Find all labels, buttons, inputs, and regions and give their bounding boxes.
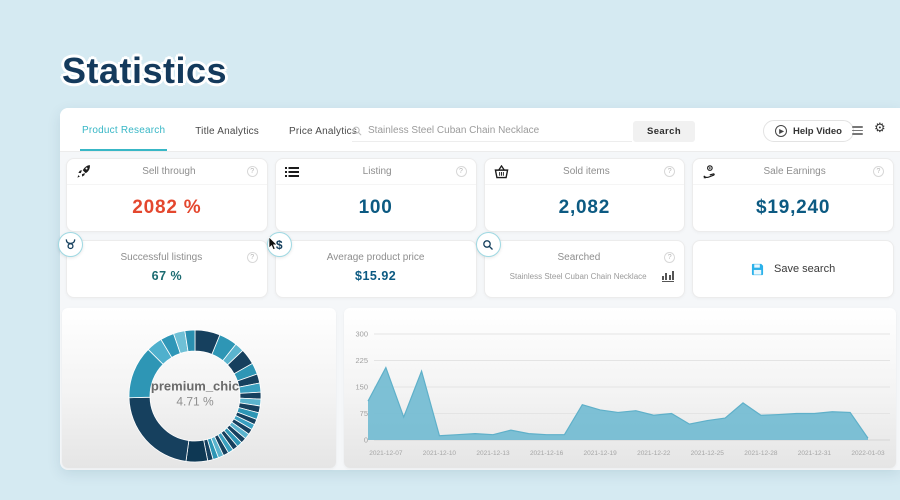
y-axis-label: 75 — [360, 409, 368, 418]
card-title: Sell through — [142, 166, 196, 177]
listing-value: 100 — [358, 197, 393, 218]
donut-segment-value: 4.71 % — [176, 394, 214, 409]
card-title: Listing — [362, 166, 392, 177]
y-axis-label: 150 — [355, 383, 368, 392]
donut-segment[interactable] — [184, 329, 196, 352]
donut-segment-name: premium_chic — [150, 378, 240, 394]
x-axis-label: 2021-12-28 — [744, 450, 778, 457]
card-sell-through: Sell through ? 2082 % — [66, 158, 268, 232]
hand-coin-icon — [703, 164, 715, 178]
card-sale-earnings: Sale Earnings ? $19,240 — [692, 158, 894, 232]
card-title: Sale Earnings — [763, 166, 826, 177]
card-title: Successful listings — [120, 251, 203, 263]
card-title: Sold items — [563, 166, 610, 177]
x-axis-label: 2021-12-07 — [369, 450, 403, 457]
x-axis-label: 2021-12-22 — [637, 450, 671, 457]
help-question-icon[interactable]: ? — [246, 251, 258, 263]
area-series-line — [367, 366, 869, 439]
area-chart[interactable]: 0 75 150 225 300 2021-12-07 2021-12-10 2021-12-… — [344, 308, 896, 468]
successful-listings-value: 67 % — [151, 269, 183, 283]
bar-chart-icon[interactable] — [661, 271, 675, 282]
help-question-icon[interactable]: ? — [455, 166, 467, 177]
magnifier-badge-icon — [475, 232, 501, 257]
help-video-button[interactable]: ▶ Help Video — [763, 120, 854, 142]
menu-icon[interactable] — [852, 126, 863, 137]
save-search-label: Save search — [774, 263, 836, 275]
help-video-label: Help Video — [793, 125, 842, 137]
search-icon — [352, 126, 362, 136]
area-chart-panel: 0 75 150 225 300 2021-12-07 2021-12-10 2021-12-… — [344, 308, 896, 468]
donut-chart[interactable] — [62, 308, 336, 468]
card-average-price: $ Average product price $15.92 — [266, 232, 477, 298]
tab-product-research[interactable]: Product Research — [80, 110, 168, 151]
help-question-icon[interactable]: ? — [873, 166, 884, 177]
rocket-icon — [77, 165, 90, 178]
card-searched: Searched ? Stainless Steel Cuban Chain N… — [475, 232, 686, 298]
floppy-icon — [751, 263, 764, 275]
sale-earnings-value: $19,240 — [755, 197, 831, 218]
donut-center-label: premium_chic 4.71 % — [151, 378, 239, 409]
cursor-icon — [268, 237, 278, 251]
help-question-icon[interactable]: ? — [664, 166, 676, 177]
sold-items-value: 2,082 — [558, 197, 611, 218]
tab-price-analytics[interactable]: Price Analytics — [289, 125, 358, 137]
area-series[interactable] — [368, 367, 868, 440]
stat-cards-grid: Sell through ? 2082 % Listing ? 100 — [58, 158, 894, 298]
searched-term: Stainless Steel Cuban Chain Necklace — [509, 272, 647, 281]
card-sold-items: Sold items ? 2,082 — [483, 158, 686, 232]
search-box — [352, 120, 632, 142]
x-axis-label: 2021-12-13 — [476, 450, 510, 457]
card-successful-listings: Successful listings ? 67 % — [58, 232, 268, 298]
help-question-icon[interactable]: ? — [664, 251, 676, 263]
x-axis-label: 2021-12-10 — [423, 450, 457, 457]
x-axis-label: 2022-01-03 — [851, 450, 885, 457]
card-title: Searched — [557, 251, 601, 263]
list-icon — [284, 166, 299, 177]
page-title: Statistics — [62, 50, 228, 91]
sell-through-value: 2082 % — [132, 197, 202, 218]
donut-segment[interactable] — [185, 439, 209, 463]
tab-title-analytics[interactable]: Title Analytics — [195, 125, 260, 137]
help-question-icon[interactable]: ? — [246, 166, 258, 177]
average-price-value: $15.92 — [355, 269, 397, 283]
dollar-badge-icon: $ — [266, 232, 292, 257]
x-axis-label: 2021-12-16 — [530, 450, 564, 457]
card-title: Average product price — [326, 251, 425, 263]
play-icon: ▶ — [775, 125, 787, 137]
x-axis-label: 2021-12-25 — [691, 450, 725, 457]
y-axis-label: 225 — [355, 356, 368, 365]
gear-icon[interactable]: ⚙ — [874, 121, 886, 136]
y-axis-label: 0 — [364, 436, 368, 445]
donut-chart-panel: premium_chic 4.71 % — [62, 308, 336, 468]
dashboard-panel: Product Research Title Analytics Price A… — [58, 108, 900, 470]
tab-bar: Product Research Title Analytics Price A… — [80, 108, 359, 152]
basket-icon — [494, 164, 508, 178]
search-button[interactable]: Search — [633, 121, 695, 142]
y-axis-label: 300 — [355, 330, 368, 339]
save-search-button[interactable]: Save search — [692, 240, 894, 298]
card-listing: Listing ? 100 — [274, 158, 477, 232]
toolbar: Product Research Title Analytics Price A… — [60, 108, 900, 152]
search-input[interactable] — [368, 125, 632, 136]
bull-badge-icon — [58, 232, 83, 257]
x-axis-label: 2021-12-31 — [798, 450, 832, 457]
x-axis-label: 2021-12-19 — [584, 450, 618, 457]
